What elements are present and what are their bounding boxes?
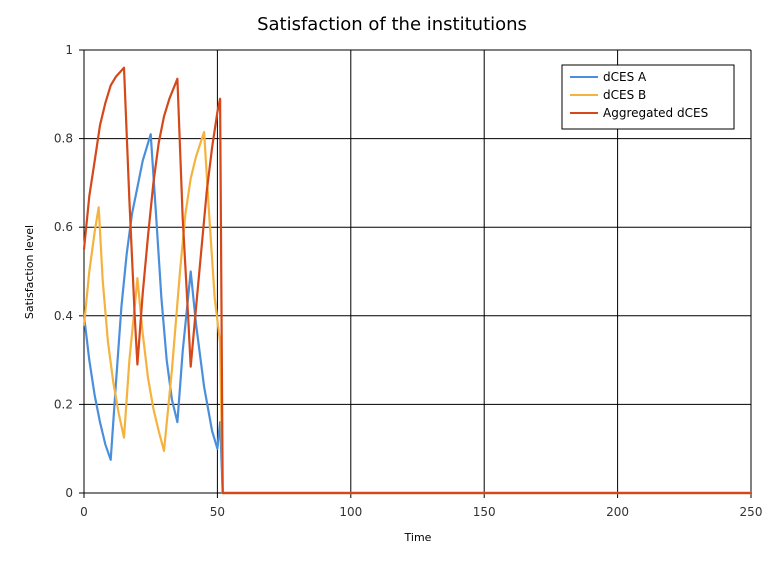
x-tick-label: 250: [740, 505, 763, 519]
tick-labels: 0 50 100 150 200 250 0 0.2 0.4 0.6 0.8 1: [54, 43, 763, 519]
y-tick-label: 0.8: [54, 132, 73, 146]
y-tick-label: 0.4: [54, 309, 73, 323]
x-tick-label: 150: [473, 505, 496, 519]
y-tick-label: 0: [65, 486, 73, 500]
series-line-aggregated-dces: [82, 66, 753, 495]
x-tick-label: 0: [80, 505, 88, 519]
y-tick-label: 0.6: [54, 220, 73, 234]
legend-box: [561, 64, 735, 130]
y-tick-label: 1: [65, 43, 73, 57]
y-axis-label: Satisfaction level: [23, 225, 36, 319]
x-tick-label: 100: [339, 505, 362, 519]
legend: dCES A dCES B Aggregated dCES: [561, 64, 735, 130]
legend-label-dces-a: dCES A: [603, 70, 647, 84]
series-line-dces-b: [82, 130, 753, 495]
series-line-dces-a: [82, 133, 753, 495]
series-layer: [82, 66, 753, 495]
x-tick-label: 50: [210, 505, 225, 519]
x-tick-label: 200: [606, 505, 629, 519]
chart-title: Satisfaction of the institutions: [257, 14, 527, 35]
legend-label-dces-b: dCES B: [603, 88, 646, 102]
x-axis-label: Time: [404, 531, 432, 544]
legend-label-aggregated-dces: Aggregated dCES: [603, 106, 708, 120]
y-tick-label: 0.2: [54, 397, 73, 411]
